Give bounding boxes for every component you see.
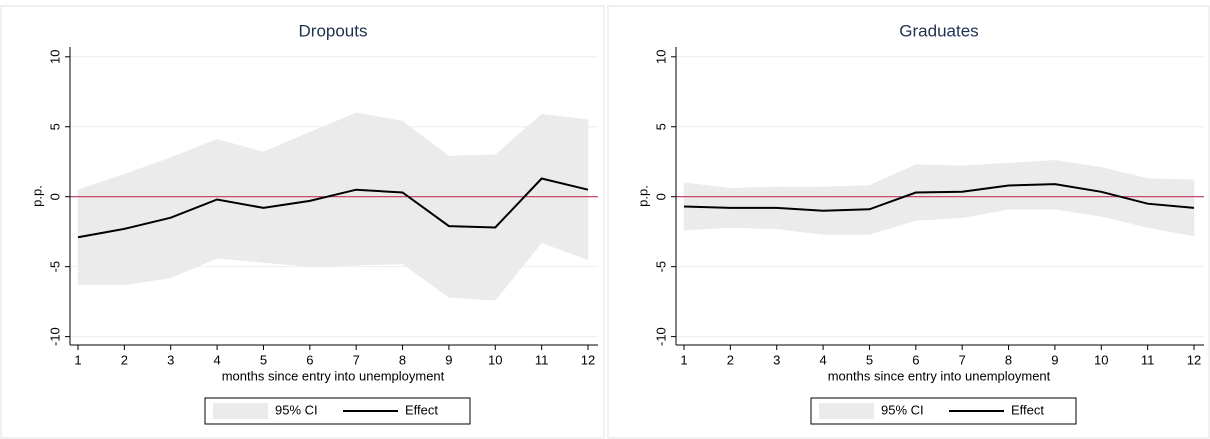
legend-swatch [819,403,874,419]
y-tick-label: 0 [653,193,668,200]
x-tick-label: 5 [260,352,267,367]
x-tick-label: 10 [1094,352,1108,367]
x-tick-label: 10 [488,352,502,367]
x-tick-label: 7 [353,352,360,367]
y-tick-label: 0 [47,193,62,200]
y-tick-label: -10 [653,327,668,346]
x-tick-label: 6 [912,352,919,367]
x-tick-label: 4 [819,352,826,367]
y-tick-label: -5 [653,261,668,273]
ci-band [355,112,403,266]
x-tick-label: 9 [445,352,452,367]
y-tick-label: 10 [653,50,668,64]
ci-band [1147,178,1195,237]
x-axis-label: months since entry into unemployment [222,368,445,383]
x-tick-label: 3 [773,352,780,367]
y-tick-label: 5 [47,123,62,130]
legend-label: Effect [1011,402,1044,417]
x-tick-label: 1 [74,352,81,367]
x-tick-label: 9 [1051,352,1058,367]
y-tick-label: -10 [47,327,62,346]
legend-label: 95% CI [881,402,924,417]
ci-band [263,131,311,267]
x-tick-label: 2 [121,352,128,367]
y-axis-label: p.p. [29,185,44,207]
y-tick-label: -5 [47,261,62,273]
x-tick-label: 1 [680,352,687,367]
effect-line [77,177,589,239]
x-tick-label: 11 [1141,352,1155,367]
ci-band [541,113,589,261]
legend-label: Effect [405,402,438,417]
x-tick-label: 8 [1005,352,1012,367]
effect-line [683,183,1195,212]
chart-title: Dropouts [299,21,368,40]
x-tick-label: 12 [1187,352,1201,367]
chart-title: Graduates [899,21,978,40]
x-tick-label: 4 [213,352,220,367]
x-axis-label: months since entry into unemployment [828,368,1051,383]
legend-label: 95% CI [275,402,318,417]
x-tick-label: 3 [167,352,174,367]
y-tick-label: 10 [47,50,62,64]
legend-swatch [213,403,268,419]
ci-band [124,157,171,286]
ci-band [309,112,357,267]
x-tick-label: 5 [866,352,873,367]
x-tick-label: 8 [399,352,406,367]
x-tick-label: 12 [581,352,595,367]
x-tick-label: 6 [306,352,313,367]
y-tick-label: 5 [653,123,668,130]
x-tick-label: 2 [727,352,734,367]
x-tick-label: 11 [535,352,549,367]
x-tick-label: 7 [959,352,966,367]
y-axis-label: p.p. [635,185,650,207]
